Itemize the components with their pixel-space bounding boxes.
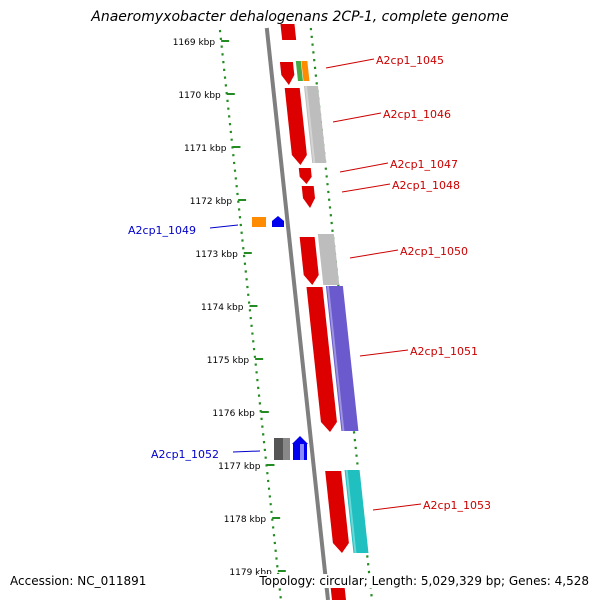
gene-leader-line (341, 183, 391, 193)
feature-highlight (345, 470, 357, 553)
feature-highlight-1052 (300, 444, 304, 460)
topology-label: Topology: circular; Length: 5,029,329 bp… (258, 574, 590, 588)
feature-bar-cyan-1053 (344, 470, 369, 553)
accession-label: Accession: NC_011891 (9, 574, 148, 588)
gene-leader-line (232, 450, 261, 453)
feature-bar-orange-1049 (252, 217, 266, 227)
gene-label: A2cp1_1046 (383, 108, 451, 121)
gene-leader-line (359, 349, 409, 357)
tick-label: 1179 kbp (229, 568, 272, 578)
gene-label: A2cp1_1048 (392, 179, 460, 192)
gene-leader-line (332, 112, 382, 123)
tick-label: 1175 kbp (207, 356, 250, 366)
gene-leader-line (209, 224, 239, 229)
tick-label: 1176 kbp (212, 409, 255, 419)
ruler-left-dotted-line (218, 29, 283, 600)
gene-leader-line (349, 249, 399, 259)
tick-label: 1177 kbp (218, 462, 261, 472)
gene-label: A2cp1_1050 (400, 245, 468, 258)
feature-bar-orange (301, 61, 310, 81)
feature-bar-grey-1052 (283, 438, 290, 460)
gene-arrow-1046 (284, 88, 307, 165)
tick-label: 1172 kbp (190, 197, 233, 207)
gene-arrow-1047 (298, 168, 312, 184)
tick-label: 1171 kbp (184, 144, 227, 154)
feature-highlight (326, 286, 345, 431)
gene-label: A2cp1_1049 (128, 224, 196, 237)
topology-text: Topology: circular; Length: 5,029,329 bp… (258, 574, 590, 588)
gene-label: A2cp1_1051 (410, 345, 478, 358)
feature-bar-green (295, 61, 303, 81)
tick-label: 1170 kbp (178, 91, 221, 101)
feature-bar-grey-1050 (317, 234, 340, 285)
tick-label: 1169 kbp (173, 38, 216, 48)
gene-arrow-1049 (272, 216, 284, 227)
feature-bar-purple-1051 (325, 286, 359, 431)
tick-label: 1173 kbp (195, 250, 238, 260)
genome-backbone (264, 27, 330, 600)
gene-arrow-bottom-partial (330, 588, 346, 600)
gene-arrow-top-partial (280, 24, 297, 40)
gene-label: A2cp1_1047 (390, 158, 458, 171)
gene-arrow-1045 (279, 62, 295, 85)
gene-leader-line (372, 503, 422, 511)
gene-leader-line (325, 58, 375, 69)
gene-label: A2cp1_1052 (151, 448, 219, 461)
gene-arrow-1050 (299, 237, 319, 285)
tick-label: 1178 kbp (224, 515, 267, 525)
tick-label: 1174 kbp (201, 303, 244, 313)
gene-label: A2cp1_1053 (423, 499, 491, 512)
gene-arrow-1051 (306, 287, 337, 432)
map-title: Anaeromyxobacter dehalogenans 2CP-1, com… (91, 9, 509, 25)
gene-arrow-1048 (301, 186, 315, 208)
gene-label: A2cp1_1045 (376, 54, 444, 67)
gene-arrow-1053 (325, 471, 349, 553)
gene-leader-line (339, 162, 389, 173)
feature-bar-grey-1046 (303, 86, 327, 163)
feature-highlight (304, 86, 316, 163)
accession-text: Accession: NC_011891 (9, 574, 148, 588)
